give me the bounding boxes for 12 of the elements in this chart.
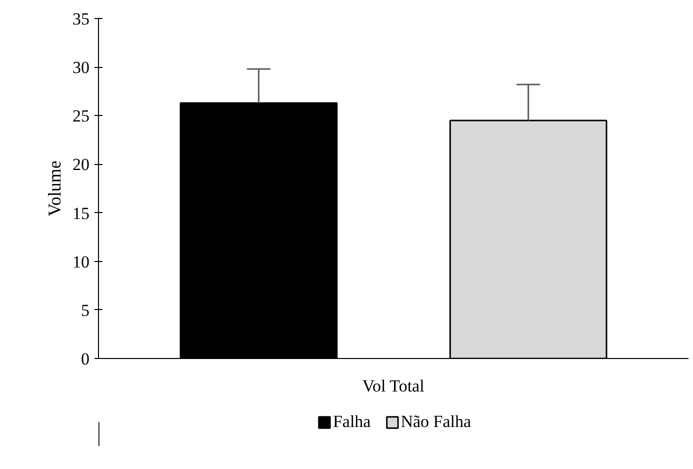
x-tick-label: Vol Total xyxy=(362,376,425,396)
y-tick-label: 15 xyxy=(72,204,90,223)
y-tick-label: 35 xyxy=(72,10,90,28)
y-tick-label: 25 xyxy=(72,106,90,126)
y-tick-label: 20 xyxy=(72,155,90,174)
legend-label: Não Falha xyxy=(400,412,472,432)
y-tick-label: 10 xyxy=(72,252,90,272)
y-tick-label: 0 xyxy=(81,350,90,368)
y-axis-title: Volume xyxy=(44,160,64,216)
legend-label: Falha xyxy=(332,412,371,432)
y-tick-label: 30 xyxy=(72,58,90,78)
y-tick-label: 5 xyxy=(81,300,90,320)
